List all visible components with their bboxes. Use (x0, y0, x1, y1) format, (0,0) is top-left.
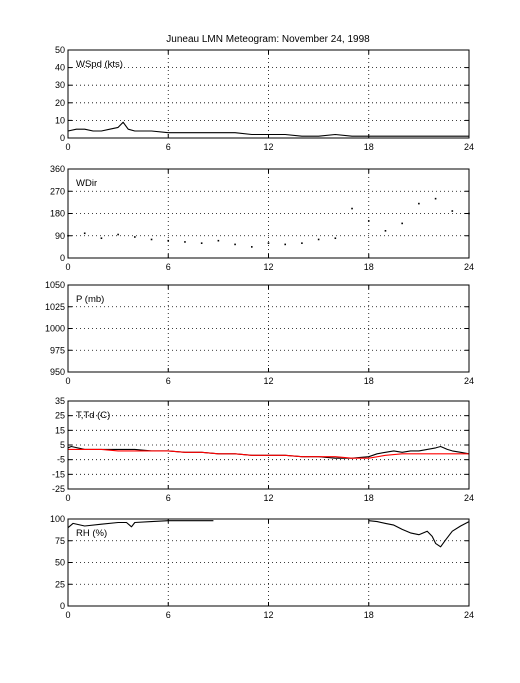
x-tick-label: 18 (364, 142, 374, 152)
y-tick-label: -25 (52, 484, 65, 494)
data-point (434, 197, 437, 200)
data-point (334, 237, 337, 240)
y-tick-label: 0 (60, 253, 65, 263)
x-tick-label: 6 (166, 610, 171, 620)
x-tick-label: 18 (364, 376, 374, 386)
x-tick-label: 12 (263, 493, 273, 503)
panel-4: 0 6 12 18 24 -25 -15 -5 5 15 25 35 T,Td (C) (52, 396, 474, 503)
y-tick-label: 360 (50, 164, 65, 174)
data-point (367, 220, 370, 222)
y-tick-label: 25 (55, 579, 65, 589)
x-tick-label: 24 (464, 610, 474, 620)
data-point (100, 237, 103, 240)
y-tick-label: 975 (50, 345, 65, 355)
y-tick-label: 270 (50, 186, 65, 196)
y-tick-label: 950 (50, 367, 65, 377)
y-tick-label: 25 (55, 411, 65, 421)
y-tick-label: 180 (50, 209, 65, 219)
y-tick-label: 40 (55, 63, 65, 73)
y-tick-label: 50 (55, 45, 65, 55)
x-tick-label: 6 (166, 262, 171, 272)
panel-label: T,Td (C) (76, 410, 110, 421)
data-point (451, 210, 454, 212)
x-tick-label: 24 (464, 142, 474, 152)
x-tick-label: 6 (166, 376, 171, 386)
figure-title: Juneau LMN Meteogram: November 24, 1998 (166, 34, 370, 45)
x-tick-label: 12 (263, 610, 273, 620)
panel-label: RH (%) (76, 528, 107, 539)
x-tick-label: 18 (364, 610, 374, 620)
data-point (250, 246, 253, 248)
x-tick-label: 18 (364, 262, 374, 272)
x-tick-label: 24 (464, 376, 474, 386)
y-tick-label: 50 (55, 558, 65, 568)
series-line-2 (368, 520, 470, 548)
y-tick-label: 0 (60, 133, 65, 143)
data-point (134, 236, 136, 238)
x-tick-label: 24 (464, 262, 474, 272)
panel-3: 0 6 12 18 24 950 975 1000 1025 1050 P (mb) (45, 280, 474, 386)
x-tick-label: 12 (263, 262, 273, 272)
panel-label: P (mb) (76, 294, 104, 305)
data-point (351, 207, 353, 210)
x-tick-label: 24 (464, 493, 474, 503)
panel-1: 0 6 12 18 24 0 10 20 30 40 50 WSpd (kts) (55, 45, 474, 152)
y-tick-label: 20 (55, 98, 65, 108)
data-point (234, 243, 236, 246)
data-point (150, 238, 153, 241)
data-point (317, 238, 320, 241)
x-tick-label: 0 (65, 376, 70, 386)
data-point (217, 239, 220, 242)
data-point (301, 242, 303, 244)
y-tick-label: 75 (55, 536, 65, 546)
series-line-2 (68, 448, 469, 459)
panel-label: WDir (76, 178, 97, 189)
series-line-1 (67, 121, 469, 137)
x-tick-label: 12 (263, 376, 273, 386)
y-tick-label: 100 (50, 514, 65, 524)
y-tick-label: 1025 (45, 302, 65, 312)
x-tick-label: 0 (65, 142, 70, 152)
panel-2: 0 6 12 18 24 0 90 180 270 360 WDir (50, 164, 474, 272)
data-point (418, 202, 420, 205)
y-tick-label: 15 (55, 425, 65, 435)
data-point (384, 230, 387, 232)
panel-5: 0 6 12 18 24 0 25 50 75 100 RH (%) (50, 514, 474, 620)
x-tick-label: 6 (166, 142, 171, 152)
data-point (184, 241, 186, 243)
y-tick-label: 30 (55, 80, 65, 90)
y-tick-label: 1050 (45, 280, 65, 290)
series-line-1 (67, 520, 214, 529)
panel-label: WSpd (kts) (76, 59, 123, 70)
x-tick-label: 12 (263, 142, 273, 152)
x-tick-label: 0 (65, 262, 70, 272)
y-tick-label: -5 (57, 455, 65, 465)
y-tick-label: 10 (55, 115, 65, 125)
y-tick-label: 5 (60, 440, 65, 450)
y-tick-label: 90 (55, 231, 65, 241)
data-point (401, 222, 403, 225)
y-tick-label: 1000 (45, 324, 65, 334)
data-point (117, 233, 119, 236)
data-point (167, 239, 170, 242)
y-tick-label: 35 (55, 396, 65, 406)
y-tick-label: 0 (60, 601, 65, 611)
data-point (267, 242, 270, 244)
data-point (83, 232, 86, 235)
data-point (200, 242, 203, 244)
x-tick-label: 0 (65, 610, 70, 620)
x-tick-label: 18 (364, 493, 374, 503)
x-tick-label: 0 (65, 493, 70, 503)
x-tick-label: 6 (166, 493, 171, 503)
y-tick-label: -15 (52, 469, 65, 479)
data-point (284, 243, 287, 246)
